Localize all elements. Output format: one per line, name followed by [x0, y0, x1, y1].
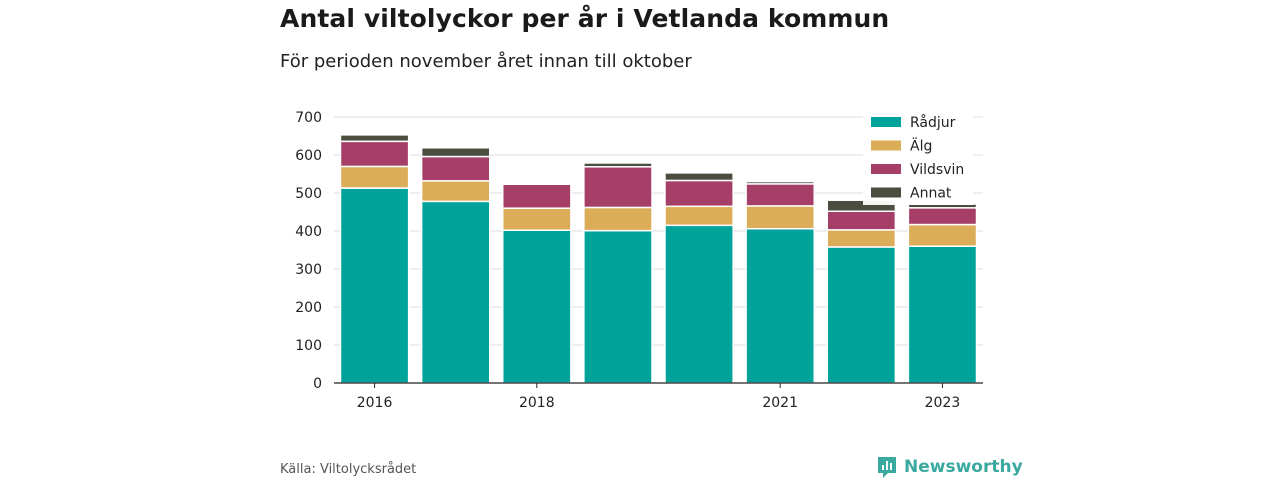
bar-segment-rådjur-2022[interactable]: [826, 246, 897, 384]
legend[interactable]: Rådjur Älg Vildsvin Annat: [863, 108, 973, 205]
bar-segment-älg-2018[interactable]: [501, 207, 572, 231]
bar-segment-älg-2021[interactable]: [745, 205, 816, 230]
y-axis: 0 100 200 300 400 500 600 700: [295, 110, 322, 392]
source-note: Källa: Viltolycksrådet: [280, 462, 417, 477]
bar-segment-vildsvin-2018[interactable]: [501, 183, 572, 209]
newsworthy-logo-icon: [878, 457, 896, 478]
bar-segment-vildsvin-2022[interactable]: [826, 210, 897, 231]
legend-label: Rådjur: [910, 114, 956, 131]
bar-segment-vildsvin-2017[interactable]: [420, 155, 491, 182]
bar-segment-rådjur-2017[interactable]: [420, 200, 491, 384]
bar-segment-annat-2016[interactable]: [339, 134, 410, 143]
y-tick-label: 400: [295, 224, 322, 240]
y-tick-label: 300: [295, 262, 322, 278]
legend-label: Älg: [910, 137, 932, 155]
bar-segment-annat-2020[interactable]: [664, 172, 734, 182]
chart-title: Antal viltolyckor per år i Vetlanda komm…: [280, 4, 890, 33]
x-tick-label: 2018: [519, 395, 555, 411]
x-tick-label: 2023: [925, 395, 961, 411]
bar-segment-vildsvin-2019[interactable]: [583, 166, 653, 209]
bar-segment-älg-2017[interactable]: [420, 180, 491, 203]
brand-name: Newsworthy: [904, 457, 1023, 477]
bars: [339, 134, 978, 384]
y-tick-label: 600: [295, 148, 322, 164]
legend-label: Annat: [910, 186, 952, 202]
x-tick-label: 2021: [762, 395, 798, 411]
bar-segment-annat-2019[interactable]: [583, 162, 653, 168]
bar-segment-älg-2019[interactable]: [583, 206, 653, 232]
bar-segment-vildsvin-2023[interactable]: [907, 207, 978, 226]
y-tick-label: 200: [295, 300, 322, 316]
bar-segment-vildsvin-2020[interactable]: [664, 179, 734, 208]
y-tick-label: 0: [313, 376, 322, 392]
bar-segment-älg-2020[interactable]: [664, 205, 734, 227]
bar-segment-rådjur-2018[interactable]: [501, 229, 572, 384]
newsworthy-brand[interactable]: Newsworthy: [876, 455, 1023, 479]
bar-segment-annat-2021[interactable]: [745, 180, 816, 185]
bar-segment-rådjur-2023[interactable]: [907, 245, 978, 384]
bar-segment-älg-2016[interactable]: [339, 165, 410, 189]
legend-swatch: [871, 117, 901, 127]
legend-swatch: [871, 187, 901, 198]
x-axis: 2016 2018 2021 2023: [334, 382, 983, 411]
bar-segment-älg-2023[interactable]: [907, 223, 978, 247]
bar-segment-vildsvin-2021[interactable]: [745, 183, 816, 207]
bar-segment-annat-2022[interactable]: [826, 199, 897, 212]
bar-segment-rådjur-2016[interactable]: [339, 187, 410, 384]
y-tick-label: 500: [295, 186, 322, 202]
y-tick-label: 100: [295, 338, 322, 354]
bar-segment-rådjur-2019[interactable]: [583, 229, 653, 384]
x-tick-label: 2016: [357, 395, 393, 411]
bar-segment-vildsvin-2016[interactable]: [339, 140, 410, 168]
legend-swatch: [871, 140, 901, 151]
chart-subtitle: För perioden november året innan till ok…: [280, 51, 692, 72]
y-tick-label: 700: [295, 110, 322, 126]
bar-segment-rådjur-2020[interactable]: [664, 224, 734, 384]
legend-swatch: [871, 164, 901, 174]
bar-segment-annat-2017[interactable]: [420, 147, 491, 158]
bar-segment-älg-2022[interactable]: [826, 229, 897, 248]
legend-label: Vildsvin: [910, 162, 964, 178]
bar-segment-rådjur-2021[interactable]: [745, 227, 816, 384]
